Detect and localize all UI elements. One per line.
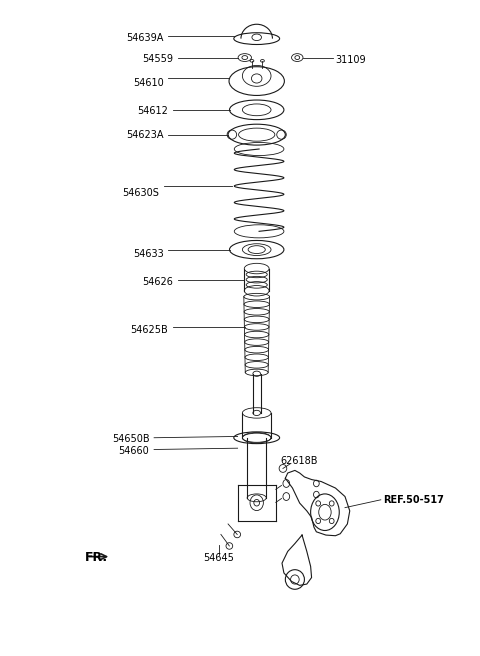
Text: 54623A: 54623A <box>126 131 164 140</box>
Text: 54660: 54660 <box>119 446 149 456</box>
Text: 54610: 54610 <box>133 78 164 88</box>
Text: 54650B: 54650B <box>112 434 149 444</box>
Text: FR.: FR. <box>85 552 108 564</box>
Text: 54626: 54626 <box>142 277 173 287</box>
Text: 54630S: 54630S <box>122 188 159 198</box>
Text: 54645: 54645 <box>203 553 234 563</box>
Text: 54612: 54612 <box>138 106 168 116</box>
Text: 31109: 31109 <box>336 54 366 64</box>
Text: 54633: 54633 <box>133 249 164 258</box>
Text: REF.50-517: REF.50-517 <box>383 495 444 505</box>
Text: 54625B: 54625B <box>131 325 168 335</box>
Text: 62618B: 62618B <box>281 457 318 466</box>
Text: 54559: 54559 <box>142 54 173 64</box>
Text: 54639A: 54639A <box>126 33 164 43</box>
